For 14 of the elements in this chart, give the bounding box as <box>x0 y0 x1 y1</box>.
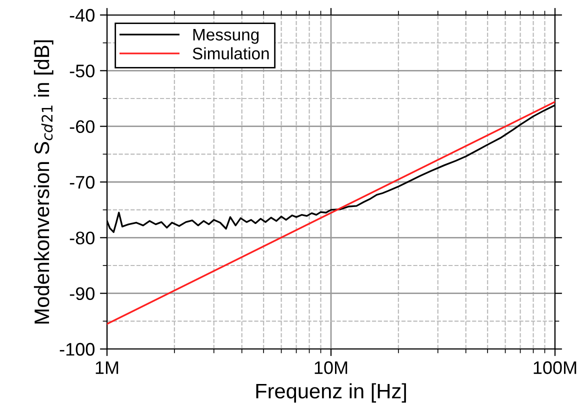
y-tick-label: -40 <box>70 8 94 22</box>
x-axis-title: Frequenz in [Hz] <box>256 383 406 403</box>
x-tick-label: 1M <box>96 361 118 374</box>
y-tick-label: -80 <box>70 232 94 244</box>
legend-label: Simulation <box>192 47 269 60</box>
y-tick-label: -70 <box>70 176 94 189</box>
x-tick-label: 10M <box>314 361 348 374</box>
y-tick-label: -50 <box>70 64 94 78</box>
y-tick-label: -90 <box>70 287 94 300</box>
y-tick-label: -100 <box>60 342 94 356</box>
legend-label: Messung <box>193 28 259 44</box>
y-tick-label: -60 <box>70 120 94 134</box>
x-tick-label: 100M <box>534 361 576 374</box>
y-axis-title: Modenkonversion S$_{cd21}$ in [dB] <box>34 40 54 324</box>
